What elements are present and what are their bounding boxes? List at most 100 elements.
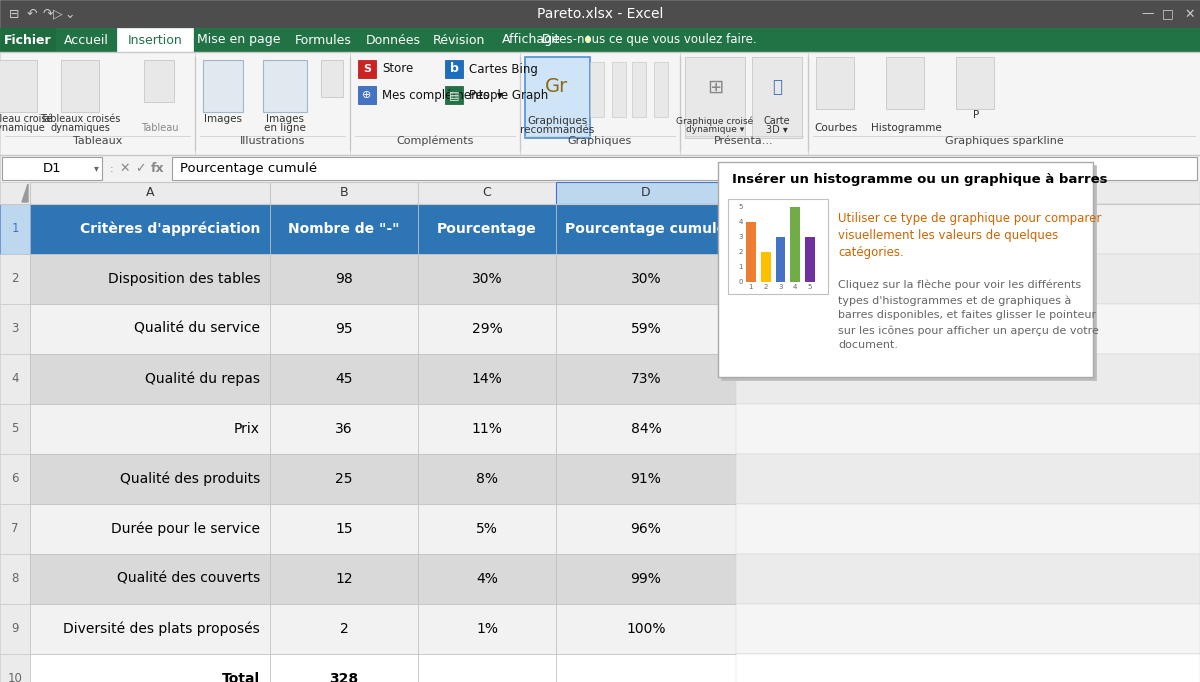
Text: S: S [364, 64, 371, 74]
Text: 1: 1 [749, 284, 754, 290]
Text: 5: 5 [739, 204, 743, 210]
Bar [30, 182, 270, 204]
Bar [632, 62, 646, 117]
Text: P: P [973, 110, 979, 120]
Bar [556, 404, 736, 454]
Bar [0, 28, 1200, 52]
Text: 4: 4 [793, 284, 798, 290]
Text: 59%: 59% [631, 322, 661, 336]
Bar [736, 654, 1200, 682]
Bar [270, 182, 418, 204]
Text: Carte: Carte [763, 116, 791, 126]
Bar [728, 199, 828, 294]
Bar [322, 60, 343, 97]
Text: Courbes: Courbes [815, 123, 858, 133]
Text: ♦: ♦ [582, 35, 592, 45]
Text: ↷: ↷ [43, 8, 53, 20]
Text: 2: 2 [11, 273, 19, 286]
Text: ▾: ▾ [94, 164, 98, 173]
Bar [144, 60, 174, 102]
Text: Gr: Gr [545, 78, 569, 96]
Bar [30, 454, 270, 504]
Bar [0, 254, 30, 304]
Text: 11%: 11% [472, 422, 503, 436]
Text: dynamique: dynamique [0, 123, 46, 133]
Text: 328: 328 [330, 672, 359, 682]
Text: Cliquez sur la flèche pour voir les différents: Cliquez sur la flèche pour voir les diff… [838, 280, 1081, 291]
Text: 73%: 73% [631, 372, 661, 386]
Text: 95: 95 [335, 322, 353, 336]
Text: Qualité des couverts: Qualité des couverts [116, 572, 260, 586]
Text: Graphiques: Graphiques [527, 116, 587, 126]
Text: 100%: 100% [626, 622, 666, 636]
Text: Graphiques sparkline: Graphiques sparkline [944, 136, 1063, 146]
Bar [418, 354, 556, 404]
Text: dynamique ▾: dynamique ▾ [686, 125, 744, 134]
Bar [736, 254, 1200, 304]
Bar [746, 222, 756, 282]
Text: 4: 4 [11, 372, 19, 385]
Bar [721, 165, 1096, 380]
Text: Cartes Bing: Cartes Bing [469, 63, 538, 76]
Bar [0, 0, 1200, 28]
Bar [0, 554, 30, 604]
Text: —: — [1141, 8, 1154, 20]
Text: Tableau croisé: Tableau croisé [0, 114, 53, 124]
Text: D1: D1 [43, 162, 61, 175]
Text: 2: 2 [763, 284, 768, 290]
Bar [556, 182, 736, 204]
Bar [0, 654, 30, 682]
Text: Tableaux: Tableaux [73, 136, 122, 146]
Text: 3: 3 [11, 323, 19, 336]
Text: 10: 10 [7, 672, 23, 682]
Bar [0, 52, 194, 155]
Bar [270, 354, 418, 404]
Text: Critères d'appréciation: Critères d'appréciation [79, 222, 260, 236]
Bar [556, 354, 736, 404]
Text: ✕: ✕ [1184, 8, 1195, 20]
Bar [736, 504, 1200, 554]
Text: Qualité des produits: Qualité des produits [120, 472, 260, 486]
Bar [0, 354, 30, 404]
Text: Révision: Révision [433, 33, 485, 46]
Text: 3: 3 [779, 284, 782, 290]
Text: Store: Store [382, 63, 413, 76]
Bar [263, 60, 307, 112]
Bar [718, 162, 1093, 377]
Polygon shape [22, 184, 28, 202]
Bar [418, 604, 556, 654]
Bar [0, 155, 1200, 182]
Bar [0, 60, 37, 112]
Bar [270, 554, 418, 604]
Bar [418, 254, 556, 304]
Bar [418, 454, 556, 504]
Text: 96%: 96% [630, 522, 661, 536]
Bar [270, 454, 418, 504]
Bar [30, 554, 270, 604]
Text: Mise en page: Mise en page [197, 33, 281, 46]
Bar [0, 404, 30, 454]
Text: ⌄: ⌄ [65, 8, 76, 20]
Bar [556, 554, 736, 604]
Text: Total: Total [222, 672, 260, 682]
Bar [418, 304, 556, 354]
Text: Présenta...: Présenta... [714, 136, 774, 146]
Text: ✓: ✓ [134, 162, 145, 175]
Text: Durée pour le service: Durée pour le service [112, 522, 260, 536]
Text: 30%: 30% [472, 272, 503, 286]
Bar [556, 504, 736, 554]
Bar [808, 52, 1200, 155]
Bar [0, 182, 30, 204]
Bar [791, 207, 800, 282]
Text: Prix: Prix [234, 422, 260, 436]
Text: Illustrations: Illustrations [240, 136, 305, 146]
Bar [805, 237, 815, 282]
Text: ▷: ▷ [53, 8, 62, 20]
Text: 84%: 84% [631, 422, 661, 436]
Text: Qualité du repas: Qualité du repas [145, 372, 260, 386]
Text: Graphique croisé: Graphique croisé [677, 116, 754, 125]
Text: 45: 45 [335, 372, 353, 386]
Text: sur les icônes pour afficher un aperçu de votre: sur les icônes pour afficher un aperçu d… [838, 325, 1099, 336]
Bar [2, 157, 102, 180]
Text: document.: document. [838, 340, 898, 350]
